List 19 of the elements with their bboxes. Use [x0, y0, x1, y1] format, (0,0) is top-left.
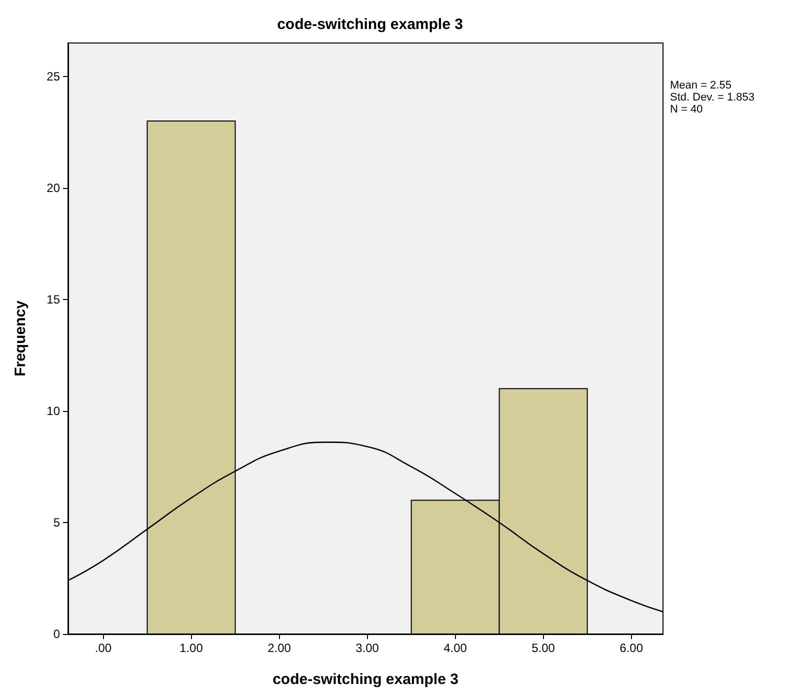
y-tick-label: 20	[46, 180, 60, 195]
x-tick-label: 3.00	[356, 641, 380, 655]
x-tick-label: 6.00	[620, 641, 644, 655]
x-tick-label: 2.00	[268, 641, 292, 655]
x-tick-label: 5.00	[532, 641, 556, 655]
y-axis-title: Frequency	[12, 300, 29, 376]
y-tick-label: 25	[46, 69, 60, 84]
x-axis-title: code-switching example 3	[272, 671, 458, 688]
y-tick-label: 0	[53, 627, 60, 641]
x-tick-label: 1.00	[180, 641, 204, 655]
text: N = 40	[670, 104, 703, 116]
text: Mean = 2.55	[670, 80, 732, 92]
x-tick-label: .00	[94, 641, 112, 655]
y-tick-label: 10	[46, 404, 60, 418]
y-tick-label: 15	[46, 292, 60, 306]
text: Std. Dev. = 1.853	[670, 92, 754, 104]
x-tick-label: 4.00	[444, 641, 468, 655]
y-tick-label: 5	[53, 515, 60, 530]
chart-title: code-switching example 3	[277, 16, 463, 33]
